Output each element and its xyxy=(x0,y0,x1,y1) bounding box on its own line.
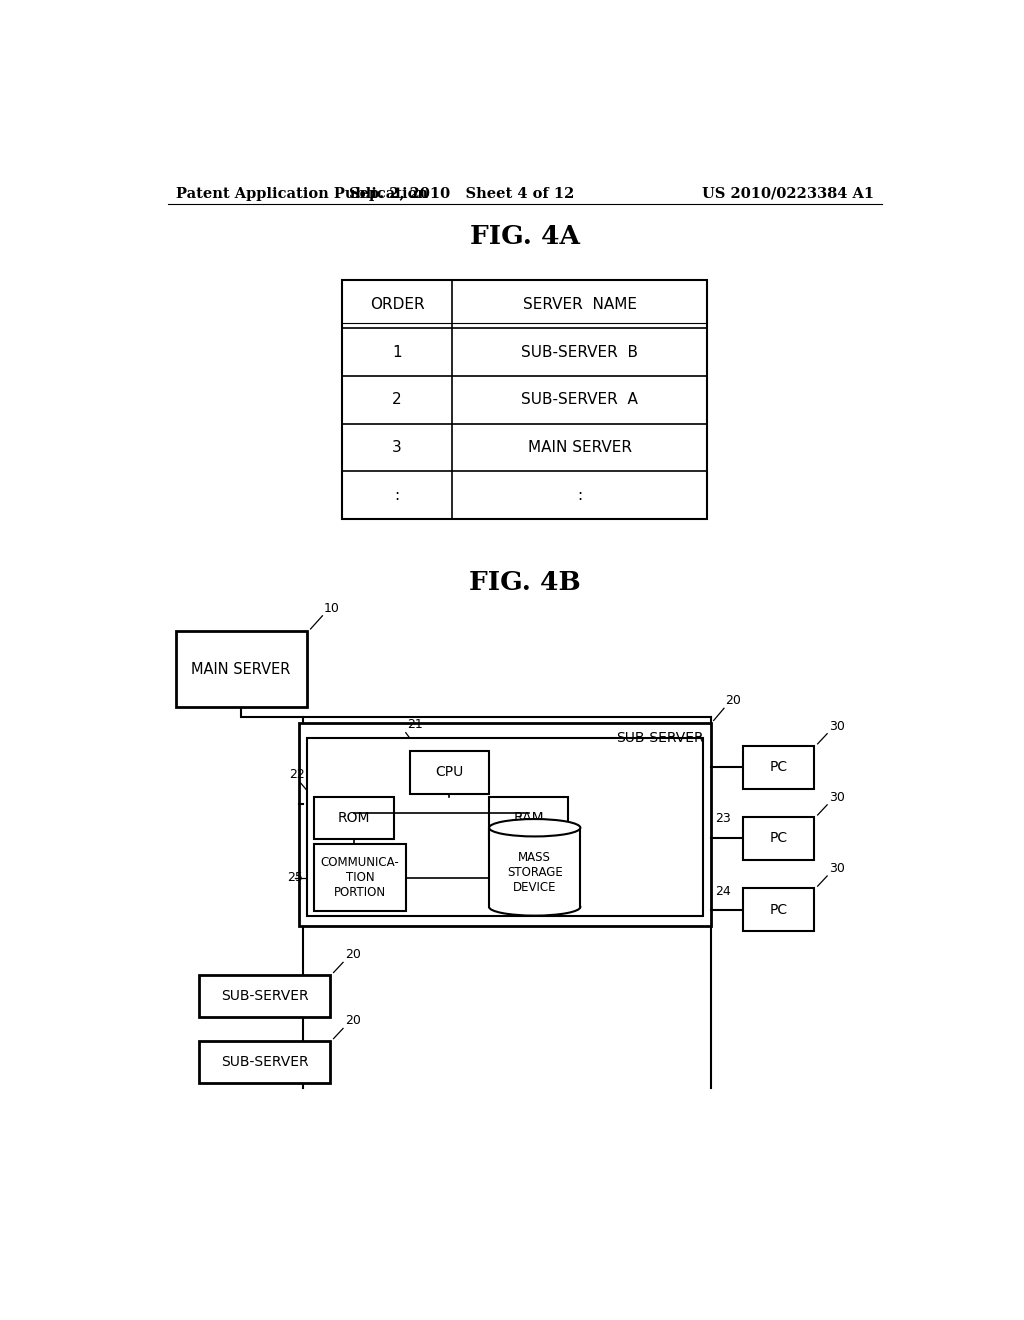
Text: MAIN SERVER: MAIN SERVER xyxy=(191,661,291,677)
Text: FIG. 4A: FIG. 4A xyxy=(470,224,580,249)
Text: Patent Application Publication: Patent Application Publication xyxy=(176,187,428,201)
Text: 20: 20 xyxy=(726,694,741,708)
Bar xyxy=(489,797,568,840)
Text: 30: 30 xyxy=(828,791,845,804)
Text: 21: 21 xyxy=(408,718,423,731)
Bar xyxy=(200,1040,331,1084)
Bar xyxy=(342,280,708,519)
Text: SUB-SERVER: SUB-SERVER xyxy=(221,1055,308,1069)
Bar xyxy=(200,974,331,1018)
Text: MASS
STORAGE
DEVICE: MASS STORAGE DEVICE xyxy=(507,850,562,894)
Text: COMMUNICA-
TION
PORTION: COMMUNICA- TION PORTION xyxy=(321,855,399,899)
Text: 20: 20 xyxy=(345,1015,360,1027)
Bar xyxy=(306,738,703,916)
Text: 22: 22 xyxy=(289,768,305,781)
Text: ORDER: ORDER xyxy=(370,297,424,312)
Text: 3: 3 xyxy=(392,440,401,455)
Bar xyxy=(743,746,814,788)
Text: PC: PC xyxy=(770,832,787,845)
Text: 30: 30 xyxy=(828,719,845,733)
Text: SUB-SERVER: SUB-SERVER xyxy=(221,989,308,1003)
Bar xyxy=(176,631,306,708)
Bar xyxy=(314,797,394,840)
Text: 23: 23 xyxy=(715,812,731,825)
Text: PC: PC xyxy=(770,903,787,916)
Text: US 2010/0223384 A1: US 2010/0223384 A1 xyxy=(701,187,873,201)
Text: MAIN SERVER: MAIN SERVER xyxy=(527,440,632,455)
Text: 30: 30 xyxy=(828,862,845,875)
Text: :: : xyxy=(394,488,399,503)
Text: SUB-SERVER  B: SUB-SERVER B xyxy=(521,345,638,359)
Text: RAM: RAM xyxy=(513,810,544,825)
Text: 24: 24 xyxy=(715,884,731,898)
Bar xyxy=(299,722,712,925)
Text: SERVER  NAME: SERVER NAME xyxy=(522,297,637,312)
Text: 25: 25 xyxy=(287,871,303,884)
Text: PC: PC xyxy=(770,760,787,775)
Ellipse shape xyxy=(489,898,581,916)
Text: SUB-SERVER: SUB-SERVER xyxy=(615,731,703,744)
Bar xyxy=(743,888,814,931)
Bar xyxy=(743,817,814,859)
Text: 2: 2 xyxy=(392,392,401,408)
Text: FIG. 4B: FIG. 4B xyxy=(469,570,581,595)
Text: CPU: CPU xyxy=(435,766,464,779)
Text: Sep. 2, 2010   Sheet 4 of 12: Sep. 2, 2010 Sheet 4 of 12 xyxy=(348,187,574,201)
Text: 10: 10 xyxy=(324,602,340,615)
Text: 1: 1 xyxy=(392,345,401,359)
Text: 20: 20 xyxy=(345,948,360,961)
Text: ROM: ROM xyxy=(338,810,371,825)
Bar xyxy=(314,845,406,911)
Text: SUB-SERVER  A: SUB-SERVER A xyxy=(521,392,638,408)
Bar xyxy=(489,828,581,907)
Ellipse shape xyxy=(489,818,581,837)
Bar xyxy=(410,751,489,793)
Text: :: : xyxy=(577,488,582,503)
